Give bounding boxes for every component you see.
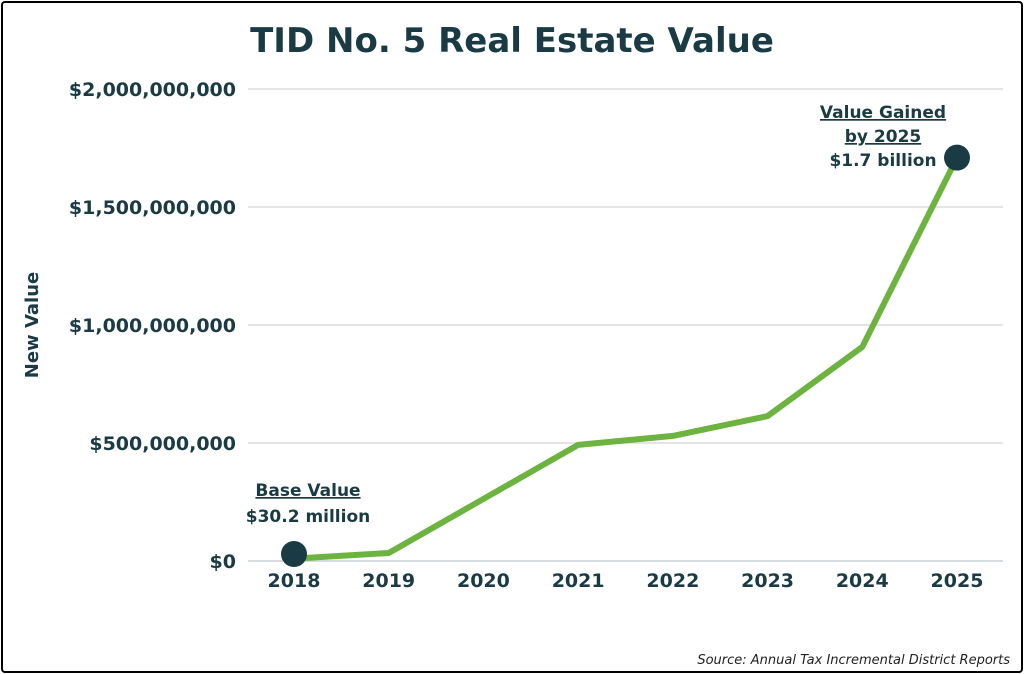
x-tick-label: 2020 [457, 570, 510, 592]
y-tick-label: $1,500,000,000 [69, 197, 236, 219]
annotation-base-value: $30.2 million [246, 507, 371, 527]
end-value-marker [944, 144, 970, 171]
y-tick-label: $500,000,000 [89, 433, 236, 455]
chart-title: TID No. 5 Real Estate Value [250, 21, 774, 61]
annotation-gained-title-1: Value Gained [820, 103, 946, 123]
base-value-marker [281, 541, 307, 567]
y-tick-label: $2,000,000,000 [69, 79, 236, 101]
x-tick-label: 2018 [268, 570, 321, 592]
x-tick-label: 2019 [362, 570, 415, 592]
y-tick-label: $1,000,000,000 [69, 315, 236, 337]
x-tick-label: 2021 [552, 570, 605, 592]
x-tick-label: 2024 [836, 570, 889, 592]
y-tick-label: $0 [210, 551, 236, 573]
annotation-gained-value: $1.7 billion [829, 151, 936, 171]
annotation-base-title: Base Value [255, 481, 360, 501]
series-line [293, 156, 960, 562]
y-axis-label: New Value [22, 272, 43, 378]
x-tick-label: 2023 [741, 570, 794, 592]
annotation-gained-title-2: by 2025 [845, 127, 921, 147]
source-note: Source: Annual Tax Incremental District … [697, 653, 1010, 668]
x-tick-label: 2022 [646, 570, 699, 592]
x-tick-label: 2025 [931, 570, 984, 592]
